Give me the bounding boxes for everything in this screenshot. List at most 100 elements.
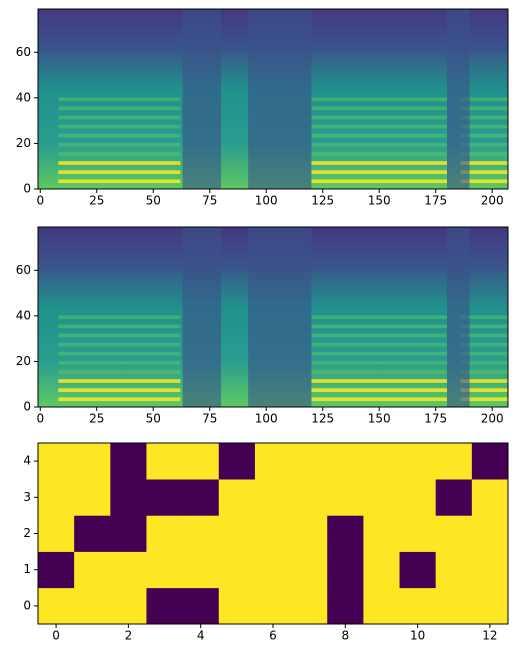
heatmap-cell xyxy=(74,479,111,516)
spectrogram-texture xyxy=(311,115,447,120)
heatmap-cell xyxy=(38,551,75,589)
heatmap-cell xyxy=(435,515,473,552)
spectrogram-texture xyxy=(311,388,447,392)
y-tick-label: 2 xyxy=(23,526,31,540)
y-tick-label: 20 xyxy=(16,136,31,150)
spectrogram-texture xyxy=(460,388,508,392)
y-tick-label: 1 xyxy=(23,562,31,576)
spectrogram-texture xyxy=(460,342,508,347)
heatmap-cell xyxy=(471,587,509,625)
spectrogram-texture xyxy=(182,9,222,189)
spectrogram-texture xyxy=(58,397,181,402)
y-tick-label: 40 xyxy=(16,90,31,104)
heatmap-cell xyxy=(38,587,75,625)
spectrogram-texture xyxy=(460,315,508,320)
heatmap-cell xyxy=(399,587,436,625)
x-tick-label: 12 xyxy=(482,629,497,643)
x-tick-label: 100 xyxy=(255,412,278,426)
spectrogram-texture xyxy=(460,133,508,138)
heatmap-cell xyxy=(110,515,147,552)
y-tick-label: 20 xyxy=(16,354,31,368)
heatmap-cell xyxy=(74,551,111,589)
x-tick-label: 175 xyxy=(424,412,447,426)
x-tick-label: 0 xyxy=(52,629,60,643)
spectrogram-texture xyxy=(311,142,447,147)
heatmap-cell xyxy=(38,515,75,552)
spectrogram-texture xyxy=(311,97,447,102)
x-tick-label: 25 xyxy=(89,194,104,208)
spectrogram-texture xyxy=(182,227,222,407)
heatmap-cell xyxy=(38,443,75,480)
spectrogram-texture xyxy=(460,360,508,365)
spectrogram-texture xyxy=(446,227,470,407)
heatmap-cell xyxy=(435,443,473,480)
heatmap-cell xyxy=(110,443,147,480)
heatmap-cell xyxy=(182,551,220,589)
heatmap-cell xyxy=(471,551,509,589)
spectrogram-texture xyxy=(248,227,312,407)
spectrogram-texture xyxy=(460,351,508,356)
spectrogram-texture xyxy=(58,170,181,174)
heatmap-cell xyxy=(146,587,183,625)
spectrogram-texture xyxy=(248,9,312,189)
heatmap-cell xyxy=(435,587,473,625)
y-tick-label: 0 xyxy=(23,182,31,196)
heatmap-cell xyxy=(363,551,400,589)
heatmap-cell xyxy=(146,479,183,516)
spectrogram-texture xyxy=(58,333,181,338)
heatmap-cell xyxy=(291,443,328,480)
heatmap-cell xyxy=(471,443,509,480)
spectrogram-texture xyxy=(58,342,181,347)
heatmap-cell xyxy=(218,479,256,516)
spectrogram-texture xyxy=(311,342,447,347)
spectrogram-texture xyxy=(58,370,181,374)
x-tick-label: 0 xyxy=(36,194,44,208)
x-tick-label: 4 xyxy=(197,629,205,643)
x-tick-label: 6 xyxy=(269,629,277,643)
heatmap-cell xyxy=(182,443,220,480)
heatmap-cell xyxy=(327,479,364,516)
spectrogram-texture xyxy=(311,152,447,156)
spectrogram-texture xyxy=(460,179,508,184)
y-tick-label: 4 xyxy=(23,454,31,468)
x-tick-label: 125 xyxy=(311,412,334,426)
spectrogram-texture xyxy=(311,351,447,356)
heatmap-cell xyxy=(363,443,400,480)
heatmap-cell xyxy=(254,479,292,516)
spectrogram-texture xyxy=(460,324,508,329)
spectrogram-texture xyxy=(311,333,447,338)
heatmap-cell xyxy=(218,443,256,480)
heatmap-cell xyxy=(146,551,183,589)
spectrogram-texture xyxy=(38,227,508,271)
spectrogram-texture xyxy=(460,170,508,174)
y-tick-label: 40 xyxy=(16,308,31,322)
spectrogram-texture xyxy=(460,115,508,120)
spectrogram-texture xyxy=(58,388,181,392)
spectrogram-texture xyxy=(58,97,181,102)
heatmap-cell xyxy=(327,515,364,552)
spectrogram-texture xyxy=(58,161,181,165)
heatmap-cell xyxy=(291,515,328,552)
heatmap-cell xyxy=(291,587,328,625)
heatmap-cell xyxy=(399,551,436,589)
x-tick-label: 8 xyxy=(341,629,349,643)
spectrogram-texture xyxy=(58,152,181,156)
heatmap-cell xyxy=(399,479,436,516)
spectrogram-texture xyxy=(58,179,181,184)
y-tick-label: 60 xyxy=(16,45,31,59)
heatmap-cell xyxy=(110,479,147,516)
x-tick-label: 75 xyxy=(202,194,217,208)
spectrogram-texture xyxy=(311,324,447,329)
x-tick-label: 10 xyxy=(410,629,425,643)
x-tick-label: 0 xyxy=(36,412,44,426)
spectrogram-texture xyxy=(460,142,508,147)
heatmap-cell xyxy=(254,515,292,552)
spectrogram-texture xyxy=(58,133,181,138)
spectrogram-texture xyxy=(311,397,447,402)
heatmap-cell xyxy=(110,551,147,589)
heatmap-cell xyxy=(327,551,364,589)
plot-frame xyxy=(37,8,509,190)
heatmap-cell xyxy=(363,587,400,625)
x-tick-label: 50 xyxy=(146,194,161,208)
